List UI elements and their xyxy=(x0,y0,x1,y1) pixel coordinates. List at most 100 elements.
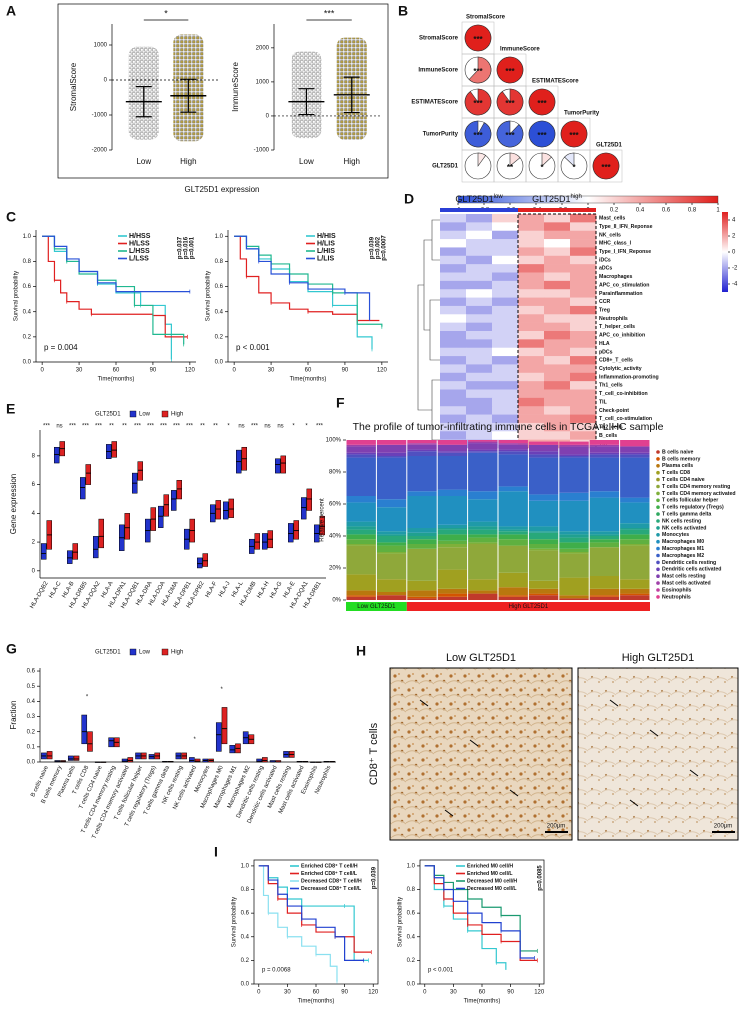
bar-segment xyxy=(468,521,498,527)
pie-slice xyxy=(592,152,620,180)
heat-cell xyxy=(518,305,545,315)
heat-cell xyxy=(570,406,597,415)
heat-cell xyxy=(570,356,597,365)
bar-segment xyxy=(559,537,589,543)
bar-segment xyxy=(528,531,559,533)
legend-swatch xyxy=(656,457,660,461)
row-label: Check-point xyxy=(599,408,629,414)
heat-cell xyxy=(570,322,597,332)
y-axis-title: Survival probability xyxy=(232,897,238,947)
heat-cell xyxy=(466,431,493,440)
box xyxy=(256,758,262,763)
bar-segment xyxy=(468,579,498,591)
heat-cell xyxy=(570,305,597,315)
significance-label: *** xyxy=(69,424,77,430)
bar-segment xyxy=(559,531,589,535)
x-tick-label: High xyxy=(344,157,360,166)
heat-cell xyxy=(466,214,493,223)
heat-cell xyxy=(544,289,571,298)
significance-label: ** xyxy=(507,163,514,172)
x-tick-label: 60 xyxy=(305,368,312,374)
legend-swatch xyxy=(161,410,169,418)
bar-segment xyxy=(498,486,528,492)
y-tick-label: 0% xyxy=(332,598,341,604)
heat-cell xyxy=(570,347,597,357)
bar-segment xyxy=(528,595,559,600)
heat-cell xyxy=(492,222,519,232)
heat-cell xyxy=(570,289,597,298)
x-tick-label: HLA-DQB2 xyxy=(29,580,50,610)
heat-cell xyxy=(544,239,571,248)
y-tick-label: 0.2 xyxy=(241,958,250,964)
legend-swatch xyxy=(656,470,660,475)
column-label: ESTIMATEScore xyxy=(532,79,579,85)
colorbar-label: 0.4 xyxy=(636,208,645,214)
bar-segment xyxy=(620,579,650,589)
bar-segment xyxy=(346,539,376,544)
heat-cell xyxy=(518,297,545,307)
y-tick-label: 40% xyxy=(329,534,342,540)
legend-title: GLT25D1 xyxy=(95,412,121,418)
bar-segment xyxy=(346,526,376,530)
legend-label: Monocytes xyxy=(662,532,689,538)
legend-swatch xyxy=(129,648,137,656)
legend-label: H/HIS xyxy=(317,233,336,240)
y-tick-label: 0.1 xyxy=(27,744,36,750)
legend-swatch xyxy=(656,526,660,530)
heat-cell xyxy=(440,305,467,315)
bar-segment xyxy=(376,457,407,500)
pie-slice xyxy=(477,152,487,167)
bar-segment xyxy=(498,526,528,530)
heat-cell xyxy=(518,314,545,323)
row-label: StromalScore xyxy=(419,36,459,42)
colorbar-label: -2 xyxy=(732,266,738,272)
heat-cell xyxy=(492,305,519,315)
y-tick-label: 0.0 xyxy=(215,360,224,366)
y-axis-title: Survival probability xyxy=(206,271,212,321)
heat-cell xyxy=(440,239,467,248)
y-tick-label: 1000 xyxy=(256,79,270,85)
row-label: Type_II_IFN_Reponse xyxy=(599,224,653,230)
heat-cell xyxy=(492,431,519,440)
box xyxy=(306,488,312,511)
box xyxy=(262,757,268,763)
box xyxy=(81,714,88,745)
p-value: p=0.0085 xyxy=(538,865,544,891)
bar-segment xyxy=(528,532,559,540)
heat-cell xyxy=(518,230,545,240)
bar-segment xyxy=(407,536,437,540)
bar-segment xyxy=(437,534,468,541)
significance-label: *** xyxy=(147,424,155,430)
bar-segment xyxy=(528,441,559,445)
ihc-image-low xyxy=(389,667,573,841)
heat-cell xyxy=(570,372,597,382)
panel-letter: D xyxy=(404,191,414,207)
significance-label: *** xyxy=(134,424,142,430)
bar-segment xyxy=(528,444,559,452)
heat-cell xyxy=(440,381,467,390)
bar-segment xyxy=(559,534,589,538)
bar-segment xyxy=(346,529,376,535)
heat-cell xyxy=(440,339,467,349)
heat-cell xyxy=(440,314,467,323)
y-tick-label: 20% xyxy=(329,566,342,572)
panel-letter: C xyxy=(6,209,16,225)
y-tick-label: 1000 xyxy=(94,43,108,49)
bar-segment xyxy=(620,588,650,594)
bar-segment xyxy=(468,544,498,580)
heat-cell xyxy=(492,372,519,382)
colorbar-label: 0.2 xyxy=(610,208,619,214)
legend-label: Enriched M0 cell/L xyxy=(467,871,513,877)
bar-segment xyxy=(589,596,620,600)
heat-cell xyxy=(440,372,467,382)
y-tick-label: 0.2 xyxy=(215,334,224,340)
box xyxy=(215,722,222,752)
panel-letter: H xyxy=(356,643,366,659)
row-label: CD8+_T_cells xyxy=(599,358,633,364)
bar-segment xyxy=(528,500,559,527)
heat-cell xyxy=(570,389,597,399)
heat-cell xyxy=(466,305,493,315)
y-tick-label: 0.0 xyxy=(407,982,416,988)
heat-cell xyxy=(492,230,519,240)
